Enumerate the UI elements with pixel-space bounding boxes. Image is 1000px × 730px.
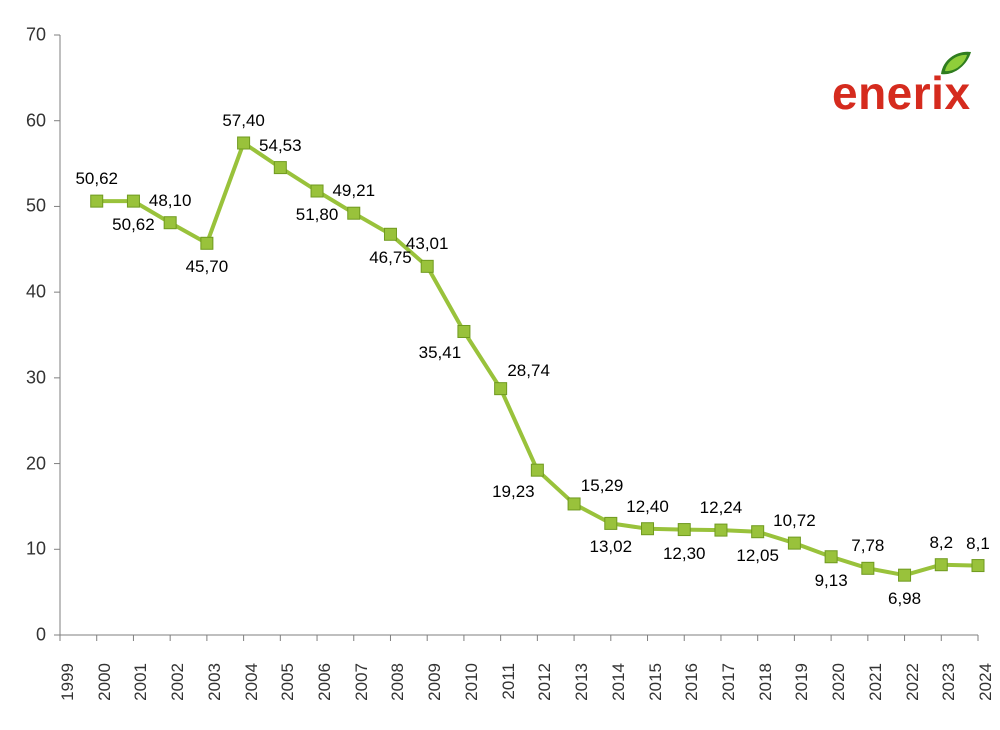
y-tick-label: 40 [0, 282, 46, 303]
x-tick-label: 2014 [609, 663, 629, 711]
data-point-label: 35,41 [419, 343, 462, 363]
x-tick-label: 2001 [131, 663, 151, 711]
x-tick-label: 2019 [792, 663, 812, 711]
x-tick-label: 2007 [352, 663, 372, 711]
data-point-label: 12,24 [700, 498, 743, 518]
data-point-label: 6,98 [888, 589, 921, 609]
data-point-label: 10,72 [773, 511, 816, 531]
data-point-label: 12,30 [663, 544, 706, 564]
x-tick-label: 2021 [866, 663, 886, 711]
data-point-label: 43,01 [406, 234, 449, 254]
y-tick-label: 10 [0, 539, 46, 560]
x-tick-label: 2010 [462, 663, 482, 711]
x-tick-label: 2023 [939, 663, 959, 711]
x-tick-label: 2002 [168, 663, 188, 711]
y-tick-label: 0 [0, 625, 46, 646]
data-point-label: 13,02 [590, 537, 633, 557]
x-tick-label: 2008 [388, 663, 408, 711]
data-point-label: 8,1 [966, 534, 990, 554]
data-point-label: 12,05 [736, 546, 779, 566]
x-tick-label: 2018 [756, 663, 776, 711]
x-tick-label: 2011 [499, 663, 519, 711]
x-tick-label: 2020 [829, 663, 849, 711]
data-point-label: 45,70 [186, 257, 229, 277]
x-tick-label: 2003 [205, 663, 225, 711]
chart-stage: 0 10 20 30 40 50 60 70 1999 2000 2001 2002 2003 2004 2… [0, 0, 1000, 730]
x-tick-label: 2013 [572, 663, 592, 711]
x-tick-label: 2004 [242, 663, 262, 711]
x-tick-label: 2000 [95, 663, 115, 711]
data-point-label: 12,40 [626, 497, 669, 517]
data-point-label: 57,40 [222, 111, 265, 131]
data-point-label: 48,10 [149, 191, 192, 211]
y-tick-label: 70 [0, 25, 46, 46]
data-point-label: 9,13 [815, 571, 848, 591]
x-tick-label: 2016 [682, 663, 702, 711]
data-point-label: 7,78 [851, 536, 884, 556]
x-tick-label: 2022 [903, 663, 923, 711]
data-point-label: 54,53 [259, 136, 302, 156]
x-tick-label: 2006 [315, 663, 335, 711]
data-point-label: 28,74 [507, 361, 550, 381]
data-point-label: 51,80 [296, 205, 339, 225]
x-tick-label: 2009 [425, 663, 445, 711]
x-tick-label: 2012 [535, 663, 555, 711]
y-tick-label: 60 [0, 110, 46, 131]
data-point-label: 15,29 [581, 476, 624, 496]
x-tick-label: 2015 [646, 663, 666, 711]
data-point-label: 50,62 [75, 169, 118, 189]
data-point-label: 49,21 [332, 181, 375, 201]
data-point-label: 8,2 [929, 533, 953, 553]
x-tick-label: 1999 [58, 663, 78, 711]
data-point-label: 19,23 [492, 482, 535, 502]
y-tick-label: 50 [0, 196, 46, 217]
y-tick-label: 20 [0, 453, 46, 474]
x-tick-label: 2005 [278, 663, 298, 711]
data-point-label: 50,62 [112, 215, 155, 235]
brand-logo-text: enerix [832, 70, 971, 116]
y-tick-label: 30 [0, 367, 46, 388]
x-tick-label: 2024 [976, 663, 996, 711]
x-tick-label: 2017 [719, 663, 739, 711]
